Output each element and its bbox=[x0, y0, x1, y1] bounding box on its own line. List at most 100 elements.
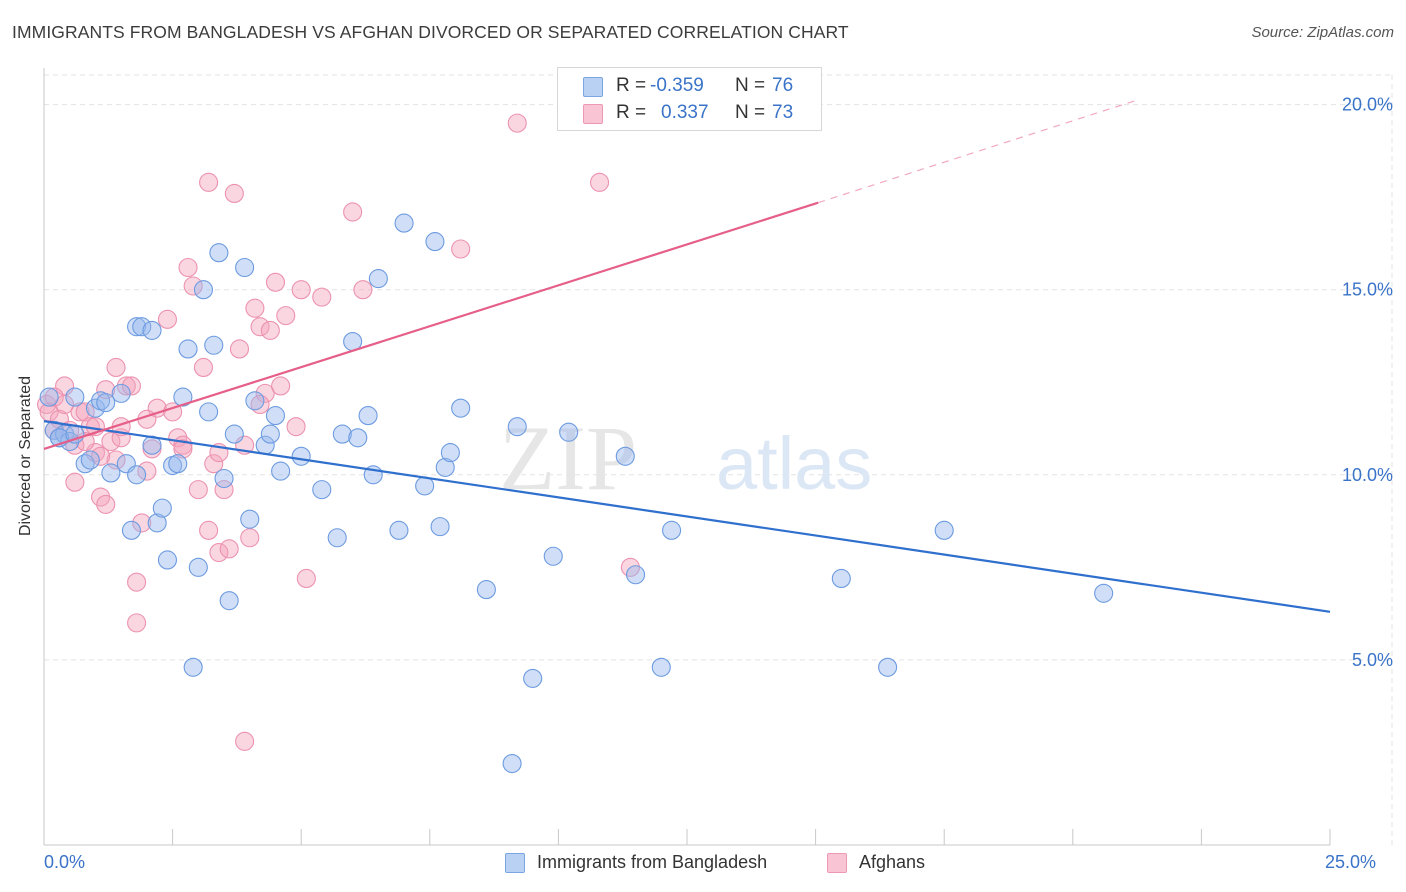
data-point bbox=[75, 402, 95, 422]
data-point bbox=[348, 428, 368, 448]
data-point bbox=[183, 276, 203, 296]
n-label: N = bbox=[735, 75, 766, 96]
data-point bbox=[430, 517, 450, 537]
data-point bbox=[188, 480, 208, 500]
data-point bbox=[193, 357, 214, 378]
data-point bbox=[137, 461, 157, 481]
trend-line-extension bbox=[817, 100, 1135, 204]
data-point bbox=[96, 380, 116, 400]
data-point bbox=[80, 450, 100, 470]
data-point bbox=[626, 565, 646, 585]
data-point bbox=[39, 387, 59, 407]
data-point bbox=[209, 542, 229, 563]
chart-title: IMMIGRANTS FROM BANGLADESH VS AFGHAN DIV… bbox=[12, 22, 849, 42]
y-tick-label: 20.0% bbox=[1342, 95, 1393, 115]
data-point bbox=[358, 406, 378, 426]
data-point bbox=[55, 394, 75, 415]
y-tick-label: 5.0% bbox=[1352, 650, 1393, 670]
data-point bbox=[224, 183, 244, 204]
data-point bbox=[44, 387, 64, 407]
data-point bbox=[204, 454, 224, 474]
data-point bbox=[265, 272, 286, 292]
data-point bbox=[276, 306, 296, 326]
n-value: 73 bbox=[772, 102, 794, 123]
data-point bbox=[173, 439, 193, 459]
data-point bbox=[476, 580, 496, 600]
data-point bbox=[75, 454, 95, 474]
data-point bbox=[250, 394, 270, 415]
data-point bbox=[91, 446, 111, 466]
data-point bbox=[127, 317, 147, 337]
data-point bbox=[507, 113, 527, 133]
data-point bbox=[240, 509, 260, 529]
r-label: R = bbox=[616, 102, 647, 123]
data-point bbox=[240, 528, 260, 548]
data-point bbox=[831, 568, 851, 589]
data-point bbox=[435, 457, 455, 477]
trend-line bbox=[43, 420, 1331, 613]
series-afghans bbox=[37, 113, 640, 751]
r-value: 0.337 bbox=[661, 102, 709, 123]
data-point bbox=[101, 463, 121, 483]
data-point bbox=[1094, 583, 1114, 603]
data-point bbox=[451, 398, 471, 418]
data-point bbox=[286, 417, 306, 437]
data-point bbox=[265, 406, 286, 426]
data-point bbox=[183, 657, 203, 677]
data-point bbox=[101, 431, 121, 452]
legend-label-afghans: Afghans bbox=[859, 852, 926, 872]
data-point bbox=[121, 520, 141, 540]
data-point bbox=[559, 422, 579, 442]
data-point bbox=[425, 232, 445, 252]
data-point bbox=[65, 472, 85, 492]
data-point bbox=[934, 520, 954, 540]
data-point bbox=[255, 383, 275, 403]
correlation-legend: R = -0.359 N = 76 R = 0.337 N = 73 bbox=[557, 67, 822, 131]
data-point bbox=[235, 257, 255, 278]
data-point bbox=[327, 528, 347, 548]
data-point bbox=[878, 657, 898, 677]
data-point bbox=[368, 269, 388, 289]
data-point bbox=[96, 494, 116, 514]
data-point bbox=[178, 339, 198, 359]
data-point bbox=[590, 172, 610, 192]
data-point bbox=[415, 476, 435, 496]
data-point bbox=[127, 613, 147, 633]
data-point bbox=[224, 424, 244, 444]
trend-lines bbox=[43, 100, 1331, 613]
data-point bbox=[199, 520, 219, 540]
n-label: N = bbox=[735, 102, 766, 123]
data-point bbox=[651, 657, 671, 677]
data-point bbox=[214, 480, 234, 500]
legend-row-bangladesh: R = -0.359 N = 76 bbox=[558, 75, 821, 101]
data-point bbox=[127, 572, 147, 592]
data-point bbox=[96, 393, 116, 413]
data-point bbox=[204, 335, 224, 355]
axes bbox=[43, 68, 1331, 846]
data-point bbox=[188, 557, 208, 577]
data-point bbox=[147, 513, 167, 533]
data-point bbox=[296, 568, 316, 589]
trend-line bbox=[43, 201, 819, 450]
data-point bbox=[245, 298, 265, 318]
data-point bbox=[152, 498, 172, 518]
data-point bbox=[209, 243, 229, 263]
r-label: R = bbox=[616, 75, 647, 96]
data-point bbox=[291, 446, 311, 466]
data-point bbox=[106, 357, 126, 378]
legend-swatch-bangladesh bbox=[583, 77, 603, 97]
data-point bbox=[111, 383, 131, 403]
legend-swatch-afghans bbox=[827, 853, 847, 873]
data-point bbox=[168, 454, 188, 474]
legend-swatch-bangladesh bbox=[505, 853, 525, 873]
data-point bbox=[332, 424, 352, 444]
legend-swatch-afghans bbox=[583, 104, 603, 124]
data-point bbox=[235, 731, 255, 751]
data-point bbox=[523, 668, 543, 688]
n-value: 76 bbox=[772, 75, 794, 96]
data-point bbox=[260, 424, 280, 444]
data-point bbox=[157, 550, 178, 570]
data-point bbox=[250, 317, 270, 337]
data-point bbox=[394, 213, 414, 233]
data-point bbox=[662, 520, 682, 540]
